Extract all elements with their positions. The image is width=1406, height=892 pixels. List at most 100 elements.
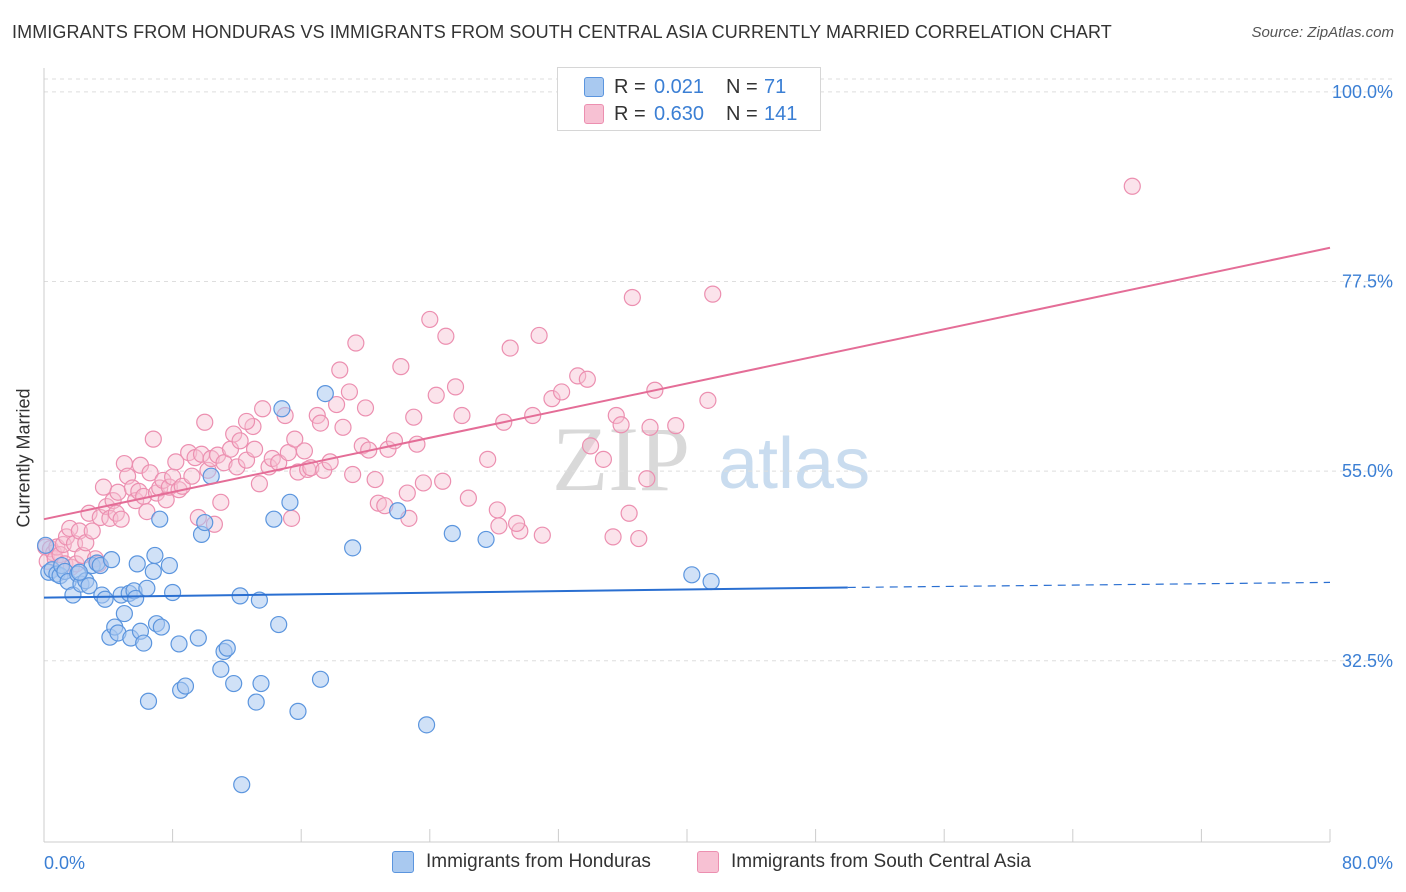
honduras-point xyxy=(281,493,299,511)
y-tick-label: 32.5% xyxy=(1342,651,1393,671)
honduras-point xyxy=(170,635,188,653)
asia-point xyxy=(543,390,561,408)
honduras-point xyxy=(80,577,98,595)
honduras-point xyxy=(144,562,162,581)
asia-point xyxy=(490,517,508,535)
watermark-atlas: atlas xyxy=(718,424,870,504)
honduras-point xyxy=(344,539,362,557)
asia-point xyxy=(321,453,339,471)
honduras-point xyxy=(250,591,269,609)
asia-point xyxy=(167,453,185,471)
x-tick-label: 80.0% xyxy=(1342,853,1393,873)
asia-point xyxy=(295,442,314,460)
asia-point xyxy=(553,383,571,401)
asia-point xyxy=(533,526,551,544)
honduras-point xyxy=(127,589,145,608)
honduras-point xyxy=(160,556,178,575)
y-tick-label: 77.5% xyxy=(1342,272,1393,292)
honduras-point xyxy=(196,513,214,532)
asia-point xyxy=(144,430,162,448)
asia-point xyxy=(612,416,630,434)
honduras-point xyxy=(316,385,334,403)
honduras-point xyxy=(389,502,407,520)
asia-point xyxy=(237,412,256,431)
n-label: N = xyxy=(726,75,758,98)
watermark-zip: ZIP xyxy=(552,408,690,510)
asia-point xyxy=(228,458,246,476)
asia-point xyxy=(530,326,548,345)
asia-point xyxy=(356,399,375,417)
asia-point xyxy=(398,484,416,502)
asia-legend-swatch xyxy=(697,851,719,873)
honduras-point xyxy=(273,400,291,418)
asia-point xyxy=(392,358,410,376)
asia-point xyxy=(94,478,113,496)
stats-row-honduras: R = 0.021 N = 71 xyxy=(584,75,786,99)
honduras-point xyxy=(247,693,265,711)
asia-point xyxy=(479,450,497,468)
r-value: 0.630 xyxy=(654,102,705,125)
asia-point xyxy=(225,425,243,443)
asia-point xyxy=(340,383,359,401)
honduras-point xyxy=(702,572,720,591)
asia-point xyxy=(405,408,423,426)
asia-point xyxy=(638,470,656,488)
asia-point xyxy=(183,467,201,485)
r-value: 0.021 xyxy=(654,75,705,98)
r-label: R = xyxy=(614,75,646,98)
asia-point xyxy=(366,470,384,489)
asia-point xyxy=(334,418,352,436)
asia-point xyxy=(1123,177,1141,195)
asia-point xyxy=(501,339,519,357)
asia-point xyxy=(630,529,648,548)
legend-item-honduras[interactable]: Immigrants from Honduras xyxy=(392,851,651,873)
honduras-point xyxy=(225,674,243,693)
honduras-point xyxy=(477,530,495,549)
tick-labels: 100.0% 77.5% 55.0% 32.5% 0.0% 80.0% xyxy=(44,82,1393,873)
asia-point xyxy=(245,440,264,458)
honduras-point xyxy=(212,660,230,678)
honduras-point xyxy=(37,536,55,554)
asia-swatch xyxy=(584,104,604,124)
asia-point xyxy=(604,528,622,546)
asia-point xyxy=(641,418,659,436)
honduras-point xyxy=(176,677,195,695)
legend-label: Immigrants from South Central Asia xyxy=(731,851,1031,872)
honduras-point xyxy=(152,618,170,636)
chart-title: IMMIGRANTS FROM HONDURAS VS IMMIGRANTS F… xyxy=(12,22,1112,42)
honduras-point xyxy=(311,670,330,688)
stats-legend: R = 0.021 N = 71 R = 0.630 N = 141 xyxy=(557,67,821,131)
honduras-point xyxy=(189,629,207,647)
source-credit: Source: ZipAtlas.com xyxy=(1251,24,1394,41)
asia-point xyxy=(61,519,79,538)
honduras-point xyxy=(139,692,158,710)
series-honduras xyxy=(37,385,720,794)
honduras-point xyxy=(265,510,283,528)
honduras-point xyxy=(270,615,288,634)
y-tick-label: 100.0% xyxy=(1332,82,1393,102)
honduras-point xyxy=(96,590,114,608)
asia-point xyxy=(667,417,685,435)
asia-point xyxy=(607,406,625,425)
y-axis-label: Currently Married xyxy=(13,388,34,528)
n-value: 71 xyxy=(764,75,787,98)
asia-trend-line xyxy=(43,246,1331,521)
asia-point xyxy=(327,395,346,414)
asia-point xyxy=(437,327,455,345)
legend-label: Immigrants from Honduras xyxy=(426,851,651,872)
asia-point xyxy=(704,285,722,303)
honduras-point xyxy=(70,563,88,581)
asia-point xyxy=(109,483,127,501)
asia-point xyxy=(620,504,638,522)
honduras-point xyxy=(146,546,164,565)
asia-point xyxy=(112,510,130,528)
asia-point xyxy=(446,378,465,396)
honduras-swatch xyxy=(584,77,604,97)
asia-point xyxy=(289,463,307,481)
legend-item-asia[interactable]: Immigrants from South Central Asia xyxy=(697,851,1031,873)
honduras-point xyxy=(289,702,307,720)
n-label: N = xyxy=(726,102,758,125)
asia-point xyxy=(421,310,439,329)
honduras-point xyxy=(164,583,182,602)
asia-point xyxy=(581,437,600,455)
